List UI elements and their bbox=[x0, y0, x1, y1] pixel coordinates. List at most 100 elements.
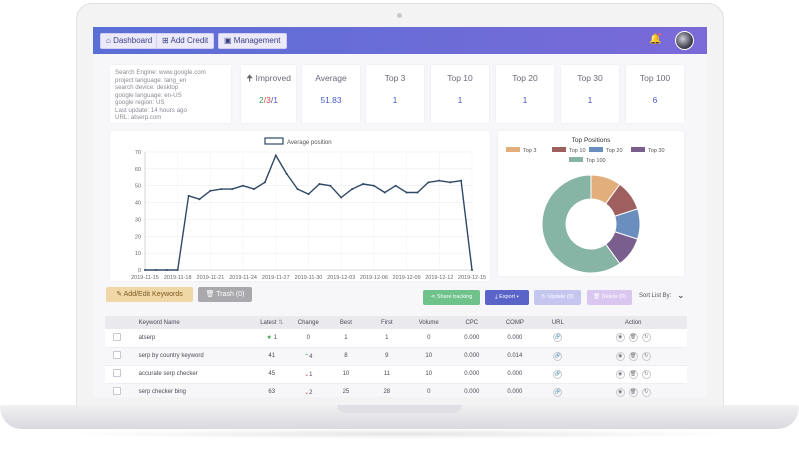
management-label: Management bbox=[233, 36, 281, 45]
add-credit-label: Add Credit bbox=[170, 36, 209, 45]
header-cpc[interactable]: CPC bbox=[450, 316, 494, 329]
x-tick-label: 2019-11-15 bbox=[131, 275, 159, 281]
refresh-icon[interactable]: ↻ bbox=[641, 369, 651, 379]
row-checkbox[interactable] bbox=[112, 351, 121, 359]
stat-card-top100: Top 100 6 bbox=[626, 65, 684, 123]
view-icon[interactable]: ◉ bbox=[615, 333, 625, 343]
cpc-cell: 0.000 bbox=[450, 329, 494, 348]
link-icon[interactable]: 🔗 bbox=[553, 387, 563, 397]
row-checkbox[interactable] bbox=[112, 332, 121, 341]
unchanged-count: /1 bbox=[270, 95, 278, 105]
trash-icon[interactable]: 🗑 bbox=[628, 387, 638, 397]
trash-label: Trash (0) bbox=[216, 291, 245, 298]
dashboard-label: Dashboard bbox=[113, 36, 153, 45]
legend-swatch bbox=[552, 147, 566, 152]
latest-value: 41 bbox=[268, 353, 276, 359]
row-actions: ◉ 🗑 ↻ bbox=[614, 333, 653, 343]
data-point bbox=[394, 184, 397, 187]
trash-icon: 🗑 bbox=[593, 294, 601, 300]
view-icon[interactable]: ◉ bbox=[615, 387, 625, 397]
select-cell[interactable] bbox=[105, 365, 129, 384]
data-point bbox=[416, 191, 419, 194]
refresh-icon: ↻ bbox=[541, 294, 547, 300]
refresh-icon[interactable]: ↻ bbox=[641, 387, 651, 397]
delete-label: Delete (0) bbox=[601, 294, 626, 300]
change-value: ⌃4 bbox=[304, 353, 313, 360]
table-row[interactable]: atserp ★ 1 0 1 1 0 0.000 0.000 🔗 ◉ 🗑 ↻ bbox=[105, 329, 687, 348]
header-latest-text: Latest bbox=[260, 320, 277, 326]
x-tick-label: 2019-11-30 bbox=[295, 275, 323, 281]
header-change[interactable]: Change bbox=[291, 316, 326, 329]
trash-icon[interactable]: 🗑 bbox=[628, 351, 638, 361]
row-checkbox[interactable] bbox=[112, 369, 121, 377]
header-best[interactable]: Best bbox=[325, 316, 367, 329]
data-point bbox=[285, 172, 288, 175]
link-icon[interactable]: 🔗 bbox=[553, 333, 563, 343]
keyword-name-cell: accurate serp checker bbox=[128, 365, 253, 384]
stat-label-top10: Top 10 bbox=[447, 73, 473, 83]
stat-label-top100: Top 100 bbox=[639, 73, 671, 83]
delete-button[interactable]: 🗑 Delete (0) bbox=[587, 290, 632, 305]
data-point bbox=[242, 184, 245, 187]
table-row[interactable]: serp checker bing 63 ⌄2 25 28 0 0.000 0.000 🔗 ◉ 🗑 ↻ bbox=[105, 383, 687, 397]
data-point bbox=[231, 188, 234, 191]
trash-icon[interactable]: 🗑 bbox=[628, 333, 638, 343]
link-icon[interactable]: 🔗 bbox=[553, 369, 563, 379]
volume-cell: 10 bbox=[407, 347, 451, 366]
latest-cell: ★ 1 bbox=[252, 329, 292, 348]
link-icon[interactable]: 🔗 bbox=[553, 351, 563, 361]
data-point bbox=[449, 181, 452, 184]
table-row[interactable]: serp by country keyword 41 ⌃4 8 9 10 0.000 0.01… bbox=[105, 347, 687, 366]
data-point bbox=[176, 269, 179, 271]
header-volume[interactable]: Volume bbox=[407, 316, 451, 329]
trash-icon[interactable]: 🗑 bbox=[628, 369, 638, 379]
refresh-icon[interactable]: ↻ bbox=[641, 351, 651, 361]
legend-swatch bbox=[631, 147, 645, 152]
header-keyword-name[interactable]: Keyword Name bbox=[128, 316, 253, 329]
row-checkbox[interactable] bbox=[112, 387, 121, 395]
data-point bbox=[307, 193, 310, 196]
add-credit-button[interactable]: ⊞ Add Credit bbox=[156, 33, 215, 49]
url-cell: 🔗 bbox=[536, 329, 580, 348]
chevron-down-icon[interactable]: ⌄ bbox=[677, 290, 685, 300]
change-value: ⌄1 bbox=[304, 371, 313, 378]
select-cell[interactable] bbox=[105, 347, 129, 366]
cpc-cell: 0.000 bbox=[450, 383, 494, 397]
add-edit-keywords-button[interactable]: ✎ Add/Edit Keywords bbox=[106, 287, 193, 302]
header-latest[interactable]: Latest ⇅ bbox=[252, 316, 292, 329]
select-cell[interactable] bbox=[105, 383, 129, 397]
refresh-icon[interactable]: ↻ bbox=[641, 333, 651, 343]
bell-icon[interactable]: 🔔 bbox=[649, 34, 662, 45]
header-select bbox=[105, 316, 129, 329]
view-icon[interactable]: ◉ bbox=[615, 369, 625, 379]
stat-value-top3: 1 bbox=[392, 95, 398, 105]
header-first[interactable]: First bbox=[366, 316, 408, 329]
share-icon: ⋖ bbox=[430, 294, 436, 300]
data-point bbox=[165, 269, 168, 271]
legend-swatch-average-position bbox=[264, 137, 284, 145]
y-tick-label: 20 bbox=[135, 234, 141, 240]
view-icon[interactable]: ◉ bbox=[615, 351, 625, 361]
latest-value: ★ 1 bbox=[266, 335, 277, 342]
legend-label: Top 10 bbox=[569, 148, 586, 154]
dashboard-button[interactable]: ⌂ Dashboard bbox=[100, 33, 159, 49]
volume-cell: 10 bbox=[407, 365, 451, 384]
update-button[interactable]: ↻ Update (0) bbox=[534, 290, 581, 305]
first-cell: 9 bbox=[366, 347, 408, 366]
header-action: Action bbox=[579, 316, 687, 329]
trash-button[interactable]: 🗑 Trash (0) bbox=[198, 287, 252, 302]
share-label: Share tracking bbox=[436, 294, 473, 300]
table-row[interactable]: accurate serp checker 45 ⌄1 10 11 10 0.000 0.00… bbox=[105, 365, 687, 384]
share-tracking-button[interactable]: ⋖ Share tracking bbox=[423, 290, 480, 305]
header-comp[interactable]: COMP bbox=[493, 316, 537, 329]
data-point bbox=[383, 191, 386, 194]
select-cell[interactable] bbox=[105, 329, 129, 348]
stat-label-improved: 🠉 Improved bbox=[241, 73, 296, 87]
keyword-name-cell: serp by country keyword bbox=[128, 347, 253, 366]
stat-value-top10: 1 bbox=[457, 95, 463, 105]
info-line: Last update: 14 hours ago bbox=[115, 106, 187, 114]
export-button[interactable]: ⤓ Export ▾ bbox=[485, 290, 529, 305]
avatar[interactable] bbox=[675, 31, 694, 50]
management-button[interactable]: ▣ Management bbox=[218, 33, 287, 49]
stat-value-average: 51.83 bbox=[320, 95, 342, 105]
